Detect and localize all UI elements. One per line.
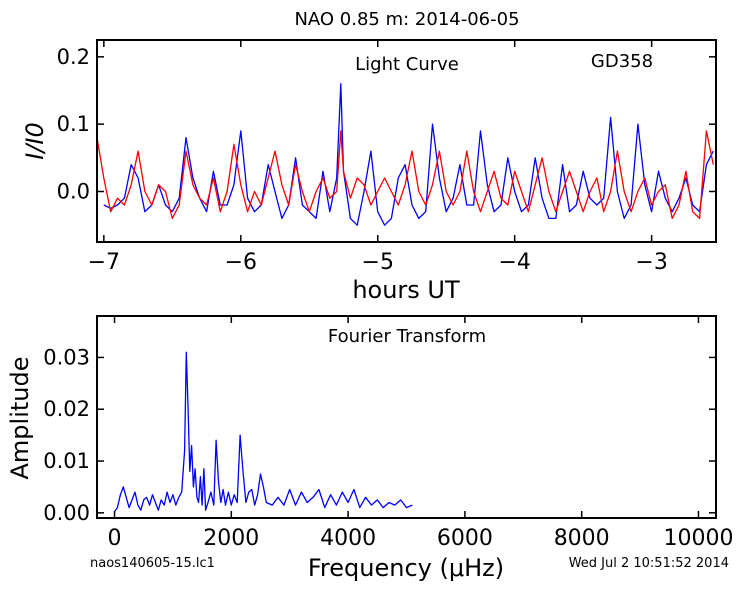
fourier-annotation: Fourier Transform: [328, 326, 486, 347]
light-curve-ytick-label: 0.1: [57, 112, 90, 136]
footer-filename: naos140605-15.lc1: [90, 556, 215, 571]
light-curve-ytick-label: 0.0: [57, 180, 90, 204]
light-curve-series-group: [96, 83, 714, 226]
fourier-series-line-0: [113, 351, 413, 513]
light-curve-xtick-label: −7: [88, 250, 120, 275]
light-curve-annotation: Light Curve: [355, 54, 459, 75]
fourier-xtick-label: 10000: [663, 526, 733, 551]
fourier-axes-frame: [96, 315, 717, 519]
footer-timestamp: Wed Jul 2 10:51:52 2014: [569, 556, 729, 571]
fourier-xtick-label: 8000: [554, 526, 610, 551]
light-curve-ticks: [97, 40, 716, 242]
fourier-ytick-label: 0.01: [43, 449, 90, 473]
light-curve-xtick-label: −6: [225, 250, 257, 275]
light-curve-axes-frame: [96, 39, 717, 243]
fourier-xtick-label: 0: [108, 526, 122, 551]
fourier-panel: 0 2000 4000 6000 8000 10000 0.00 0.01 0.02 0.03 F…: [6, 315, 733, 582]
fourier-ylabel: Amplitude: [6, 357, 34, 480]
light-curve-ytick-label: 0.2: [57, 45, 90, 69]
fourier-xlabel: Frequency (μHz): [308, 554, 504, 582]
fourier-xtick-label: 2000: [203, 526, 259, 551]
fourier-xtick-label: 6000: [437, 526, 493, 551]
light-curve-xtick-label: −4: [498, 250, 530, 275]
fourier-ytick-label: 0.02: [43, 397, 90, 421]
light-curve-xtick-label: −5: [362, 250, 394, 275]
fourier-xtick-label: 4000: [320, 526, 376, 551]
light-curve-series-line-1: [96, 130, 714, 220]
figure-title: NAO 0.85 m: 2014-06-05: [294, 9, 519, 30]
light-curve-panel: −7 −6 −5 −4 −3 0.0 0.1 0.2 Light Curve GD358 ho…: [21, 39, 717, 304]
fourier-series-group: [113, 351, 413, 513]
light-curve-series-line-0: [103, 83, 714, 226]
light-curve-xlabel: hours UT: [352, 276, 460, 304]
fourier-tick-labels: 0 2000 4000 6000 8000 10000 0.00 0.01 0.02 0.03: [43, 345, 733, 551]
light-curve-ylabel: I/I0: [21, 122, 49, 160]
light-curve-xtick-label: −3: [635, 250, 667, 275]
fourier-ticks: [97, 316, 716, 518]
light-curve-tick-labels: −7 −6 −5 −4 −3 0.0 0.1 0.2: [57, 45, 668, 275]
fourier-ytick-label: 0.00: [43, 501, 90, 525]
target-label: GD358: [591, 51, 653, 72]
fourier-ytick-label: 0.03: [43, 345, 90, 369]
